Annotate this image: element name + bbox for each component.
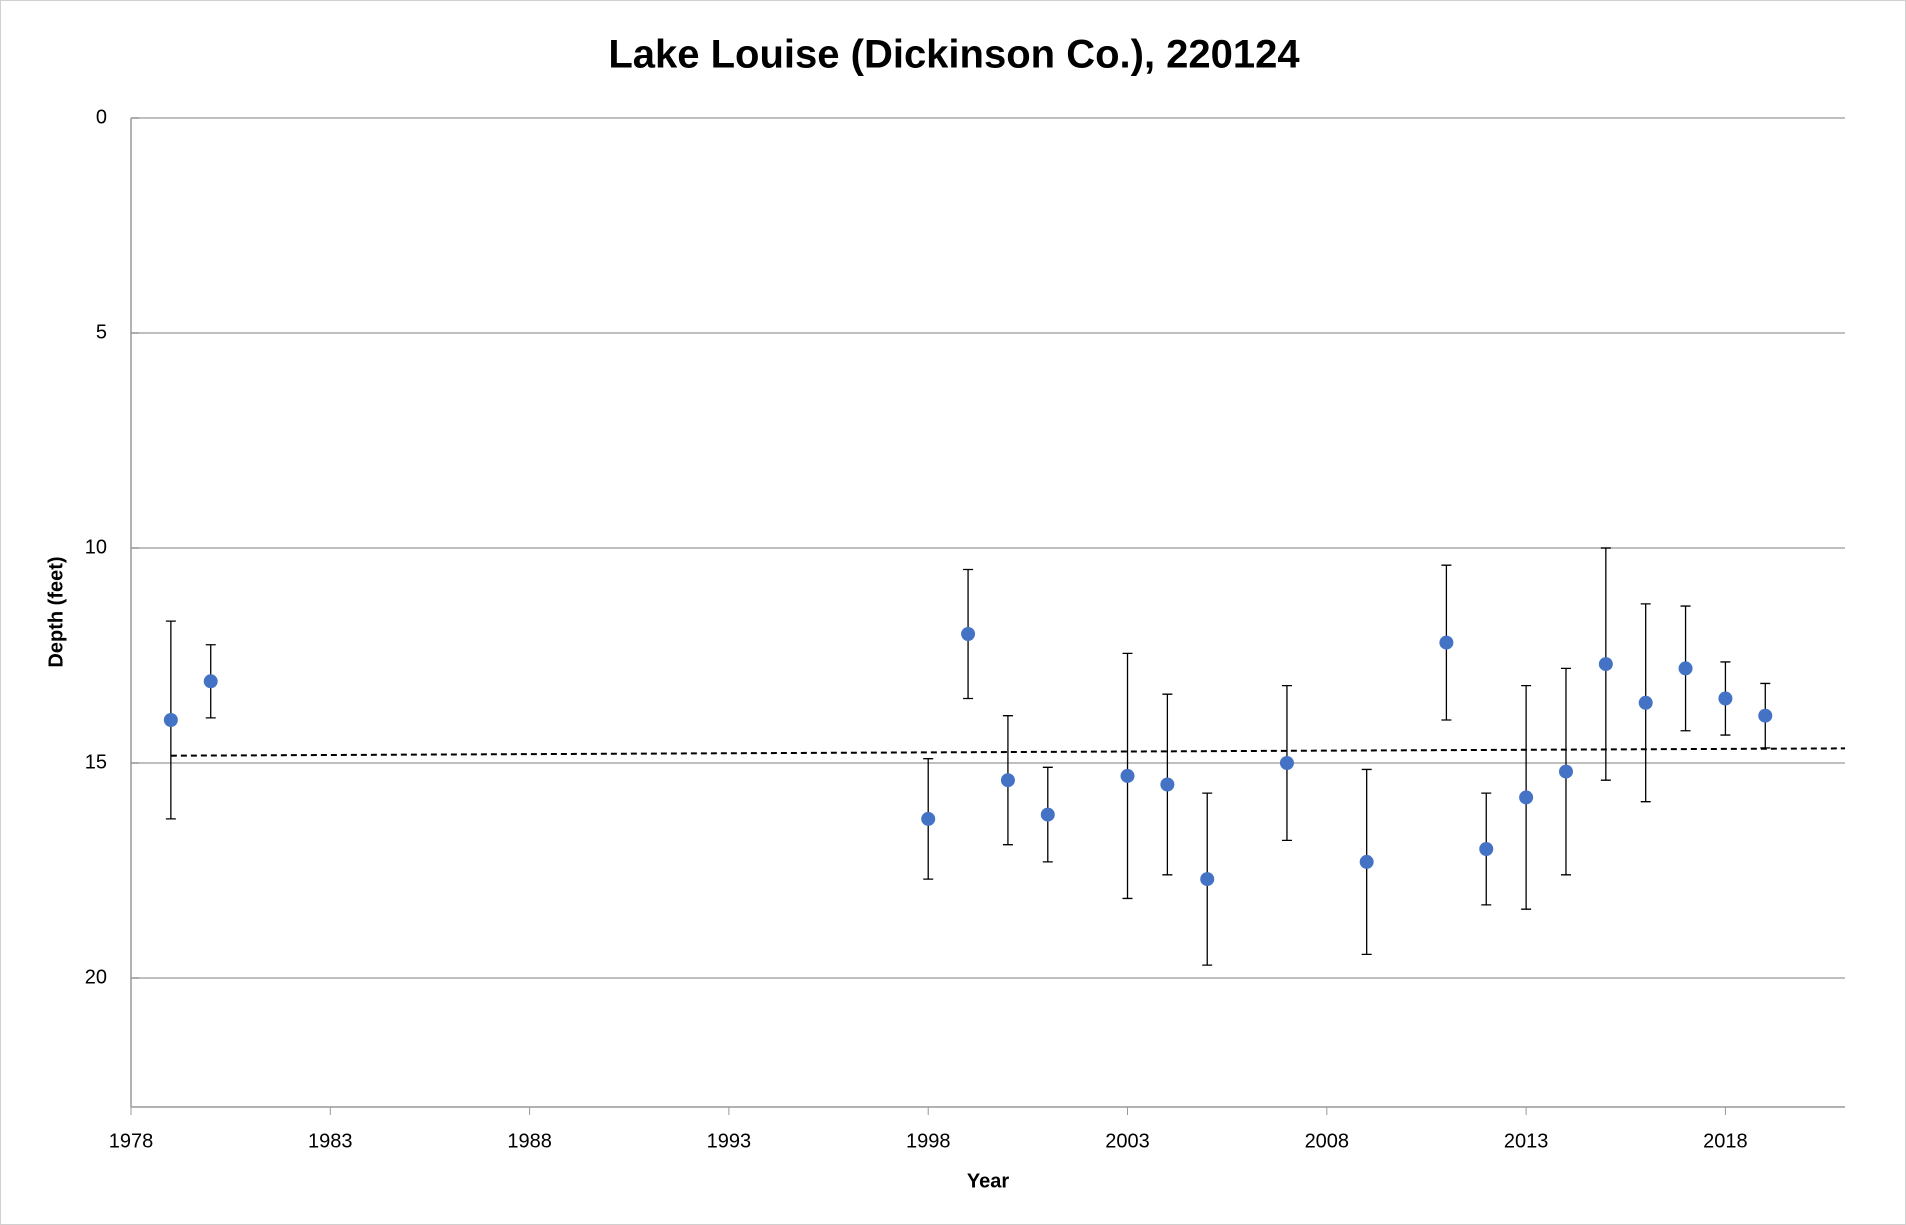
chart-title: Lake Louise (Dickinson Co.), 220124 bbox=[608, 33, 1300, 77]
x-tick-label: 1983 bbox=[308, 1130, 353, 1152]
point bbox=[1598, 657, 1613, 672]
y-tick-label: 15 bbox=[85, 751, 107, 773]
point bbox=[1558, 764, 1573, 779]
point bbox=[1160, 777, 1175, 792]
point bbox=[1519, 790, 1534, 805]
point bbox=[1439, 635, 1454, 650]
point bbox=[163, 713, 178, 727]
point bbox=[1638, 695, 1653, 710]
x-tick-label: 1998 bbox=[906, 1130, 951, 1152]
point bbox=[1479, 842, 1494, 856]
x-tick-label: 1988 bbox=[507, 1130, 552, 1152]
x-tick-label: 1993 bbox=[707, 1130, 752, 1152]
x-tick-label: 2003 bbox=[1105, 1130, 1150, 1152]
x-axis-title: Year bbox=[967, 1170, 1009, 1192]
point bbox=[921, 811, 936, 826]
y-axis-title: Depth (feet) bbox=[45, 556, 67, 667]
point bbox=[1758, 708, 1773, 723]
y-tick-label: 20 bbox=[85, 966, 107, 988]
point bbox=[1718, 691, 1733, 706]
y-tick-label: 10 bbox=[85, 536, 107, 558]
x-tick-label: 2008 bbox=[1305, 1130, 1350, 1152]
point bbox=[1200, 872, 1215, 887]
x-tick-label: 2013 bbox=[1504, 1130, 1549, 1152]
point bbox=[961, 627, 976, 641]
point bbox=[1120, 768, 1135, 783]
y-tick-label: 0 bbox=[96, 106, 107, 128]
point bbox=[203, 674, 218, 689]
point bbox=[1040, 807, 1055, 822]
point bbox=[1678, 661, 1693, 676]
y-tick-label: 5 bbox=[96, 321, 107, 343]
x-tick-label: 2018 bbox=[1703, 1130, 1748, 1152]
x-tick-label: 1978 bbox=[109, 1130, 154, 1152]
point bbox=[1359, 854, 1374, 869]
point bbox=[1000, 773, 1015, 788]
point bbox=[1279, 756, 1294, 770]
